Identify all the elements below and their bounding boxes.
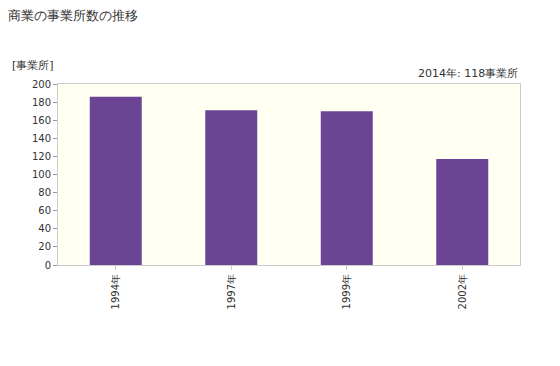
svg-text:200: 200 [32, 79, 51, 90]
svg-text:80: 80 [38, 187, 51, 198]
svg-text:180: 180 [32, 97, 51, 108]
svg-text:140: 140 [32, 133, 51, 144]
svg-text:商業の事業所数の推移: 商業の事業所数の推移 [8, 8, 138, 23]
svg-text:2002年: 2002年 [457, 274, 468, 309]
svg-text:[事業所]: [事業所] [12, 59, 54, 72]
svg-text:40: 40 [38, 223, 51, 234]
svg-text:1997年: 1997年 [226, 274, 237, 309]
svg-text:1999年: 1999年 [341, 274, 352, 309]
svg-text:2014年: 118事業所: 2014年: 118事業所 [418, 67, 518, 80]
svg-text:160: 160 [32, 115, 51, 126]
svg-text:120: 120 [32, 151, 51, 162]
svg-text:0: 0 [45, 260, 51, 271]
svg-text:1994年: 1994年 [110, 274, 121, 309]
svg-text:20: 20 [38, 241, 51, 252]
svg-text:100: 100 [32, 169, 51, 180]
svg-text:60: 60 [38, 205, 51, 216]
